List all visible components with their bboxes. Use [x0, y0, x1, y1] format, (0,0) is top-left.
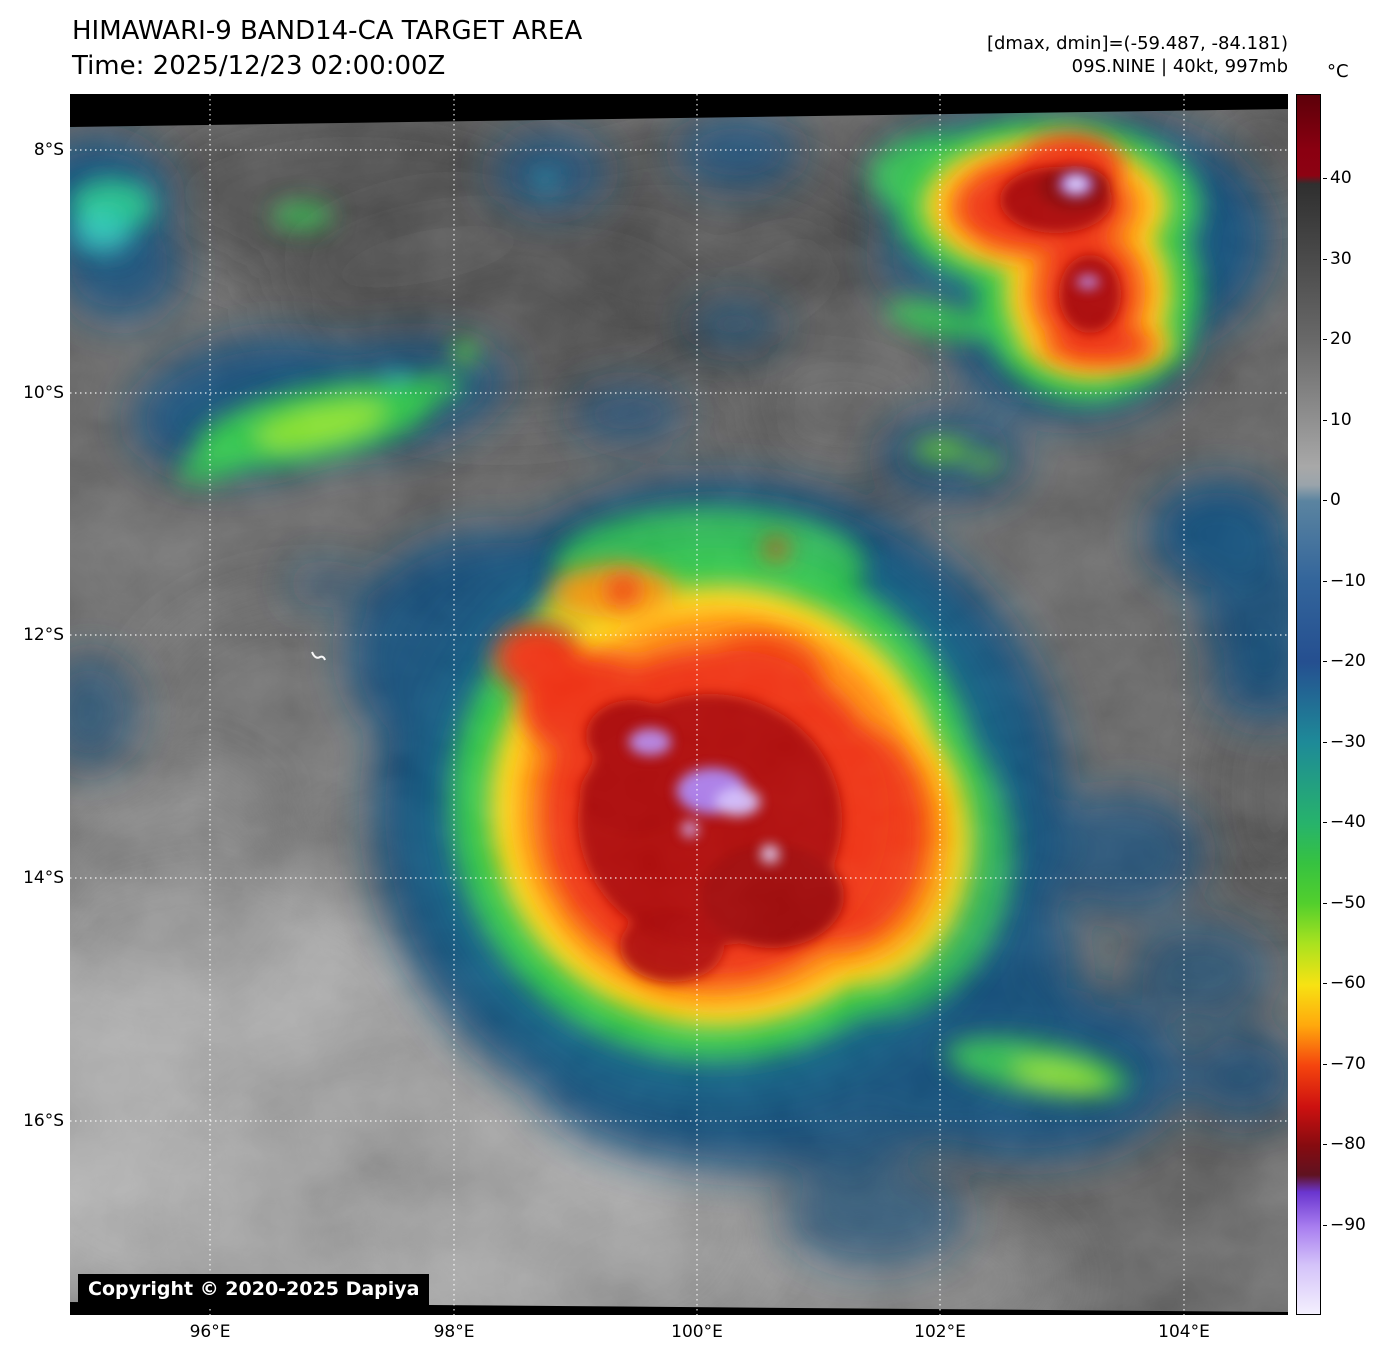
top-black-edge [70, 94, 1288, 127]
grain-texture [70, 94, 1288, 1315]
colorbar-tick-mark [1323, 419, 1327, 421]
copyright-badge: Copyright © 2020-2025 Dapiya [78, 1274, 430, 1306]
colorbar-tick-label: −10 [1330, 571, 1366, 591]
dmax-dmin-readout: [dmax, dmin]=(-59.487, -84.181) [986, 33, 1288, 54]
colorbar-tick: −80 [1323, 1134, 1366, 1154]
colorbar-tick-label: −70 [1330, 1054, 1366, 1074]
colorbar-tick-label: −20 [1330, 651, 1366, 671]
satellite-image [70, 94, 1288, 1315]
colorbar-tick-label: 30 [1330, 249, 1352, 269]
colorbar-tick-mark [1323, 1143, 1327, 1145]
plot-title: HIMAWARI-9 BAND14-CA TARGET AREA [72, 16, 583, 46]
colorbar-tick-mark [1323, 338, 1327, 340]
colorbar-tick-mark [1323, 660, 1327, 662]
colorbar-tick: 10 [1323, 410, 1352, 430]
satellite-map: Copyright © 2020-2025 Dapiya [70, 94, 1288, 1315]
colorbar-tick: 40 [1323, 168, 1352, 188]
lon-label-104e: 104°E [1158, 1322, 1210, 1342]
colorbar-tick-mark [1323, 902, 1327, 904]
colorbar-tick: −90 [1323, 1215, 1366, 1235]
colorbar-tick-label: −80 [1330, 1134, 1366, 1154]
colorbar-tick: −70 [1323, 1054, 1366, 1074]
colorbar-tick: −60 [1323, 973, 1366, 993]
colorbar-tick-label: −90 [1330, 1215, 1366, 1235]
colorbar-tick: 30 [1323, 249, 1352, 269]
colorbar-tick-label: 20 [1330, 329, 1352, 349]
colorbar-tick-mark [1323, 982, 1327, 984]
colorbar-tick-label: −50 [1330, 893, 1366, 913]
colorbar-tick-mark [1323, 1224, 1327, 1226]
colorbar-tick-label: 0 [1330, 490, 1341, 510]
colorbar-tick-label: −30 [1330, 732, 1366, 752]
colorbar-tick-label: −60 [1330, 973, 1366, 993]
header-info: [dmax, dmin]=(-59.487, -84.181) 09S.NINE… [987, 32, 1288, 78]
colorbar-tick-label: 40 [1330, 168, 1352, 188]
colorbar-tick: 20 [1323, 329, 1352, 349]
lat-label-8s: 8°S [33, 140, 64, 160]
colorbar [1296, 94, 1321, 1315]
colorbar-tick-label: 10 [1330, 410, 1352, 430]
colorbar-tick: −40 [1323, 812, 1366, 832]
colorbar-tick-mark [1323, 821, 1327, 823]
colorbar-tick: 0 [1323, 490, 1341, 510]
colorbar-tick-mark [1323, 580, 1327, 582]
lon-label-100e: 100°E [671, 1322, 723, 1342]
colorbar-tick: −20 [1323, 651, 1366, 671]
lat-label-10s: 10°S [23, 383, 64, 403]
colorbar-tick: −30 [1323, 732, 1366, 752]
lon-label-102e: 102°E [914, 1322, 966, 1342]
lat-label-12s: 12°S [23, 625, 64, 645]
colorbar-tick-mark [1323, 177, 1327, 179]
colorbar-tick: −10 [1323, 571, 1366, 591]
colorbar-unit-label: °C [1327, 61, 1349, 82]
colorbar-tick-mark [1323, 1063, 1327, 1065]
lat-label-16s: 16°S [23, 1111, 64, 1131]
island-outline [311, 651, 326, 661]
colorbar-tick: −50 [1323, 893, 1366, 913]
lat-label-14s: 14°S [23, 868, 64, 888]
colorbar-tick-mark [1323, 741, 1327, 743]
colorbar-tick-mark [1323, 499, 1327, 501]
plot-time: Time: 2025/12/23 02:00:00Z [72, 51, 446, 81]
colorbar-tick-label: −40 [1330, 812, 1366, 832]
colorbar-tick-mark [1323, 258, 1327, 260]
lon-label-98e: 98°E [433, 1322, 475, 1342]
lon-label-96e: 96°E [189, 1322, 231, 1342]
storm-readout: 09S.NINE | 40kt, 997mb [1071, 56, 1288, 78]
grid-lines [70, 94, 1288, 1315]
